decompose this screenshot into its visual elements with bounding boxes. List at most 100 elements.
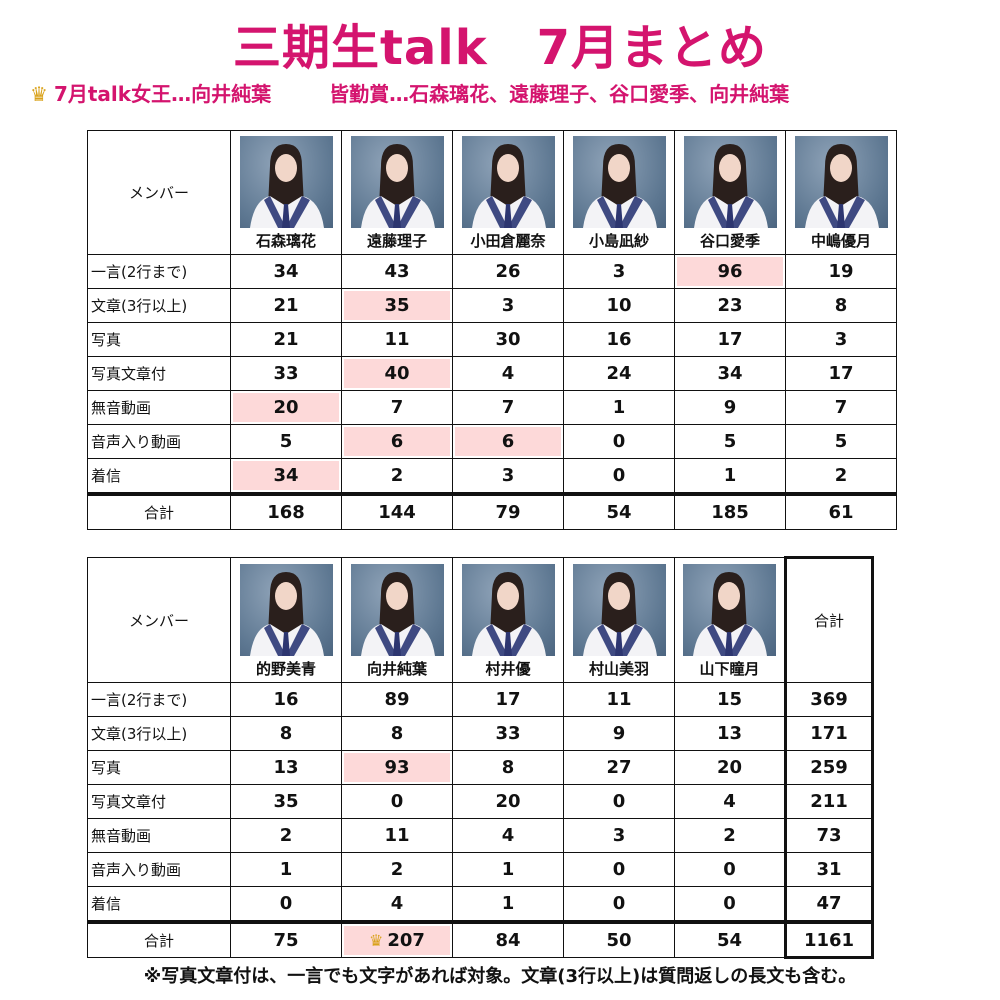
cell-value: 0: [612, 465, 626, 486]
member-name: 遠藤理子: [366, 232, 427, 250]
table-cell: 2: [341, 852, 453, 887]
table-cell: 93: [341, 750, 453, 785]
table-cell: 40: [341, 356, 453, 391]
table-cell: 17: [674, 322, 786, 357]
member-total: 79: [452, 492, 564, 530]
table-cell: 8: [452, 750, 564, 785]
table-cell: 13: [674, 716, 786, 751]
total-value: 54: [675, 924, 784, 957]
subtitle: ♛ 7月talk女王…向井純葉 皆勤賞…石森璃花、遠藤理子、谷口愛季、向井純葉: [30, 78, 789, 107]
table-cell: 2: [674, 818, 786, 853]
row-total: 73: [784, 818, 874, 853]
cell-value: 2: [834, 465, 848, 486]
total-value: 79: [453, 496, 563, 529]
total-value: 185: [675, 496, 785, 529]
table-cell: 4: [341, 886, 453, 923]
cell-value: 10: [606, 295, 632, 316]
cell-value: 21: [273, 329, 299, 350]
table-row: 文章(3行以上) 21 35 3 10 23 8: [87, 288, 897, 323]
cell-value: 35: [273, 791, 299, 812]
member-name: 向井純葉: [366, 660, 427, 678]
cell-value: 1: [723, 465, 737, 486]
row-label: 無音動画: [87, 818, 231, 853]
total-number: 61: [828, 502, 854, 523]
table-cell: 20: [674, 750, 786, 785]
perfect-attendance: 皆勤賞…石森璃花、遠藤理子、谷口愛季、向井純葉: [329, 82, 790, 106]
table-cell: 1: [563, 390, 675, 425]
table-cell: 17: [452, 682, 564, 717]
cell-value: 16: [273, 689, 299, 710]
total-label: 合計: [87, 492, 231, 530]
table-cell: 4: [452, 356, 564, 391]
member-total: ♛ 207: [341, 920, 453, 958]
cell-value: 13: [273, 757, 299, 778]
table-cell: 11: [341, 818, 453, 853]
row-total: 31: [784, 852, 874, 887]
row-label: 写真: [87, 750, 231, 785]
cell-value: 17: [717, 329, 743, 350]
table-cell: 4: [452, 818, 564, 853]
table-cell: 8: [230, 716, 342, 751]
total-value: 84: [453, 924, 563, 957]
cell-value: 3: [612, 261, 626, 282]
member-photo: [572, 136, 666, 228]
table-row: 無音動画 2 11 4 3 2 73: [87, 818, 874, 853]
member-photo: [461, 136, 555, 228]
table-cell: 9: [674, 390, 786, 425]
row-label: 着信: [87, 886, 231, 923]
table-cell: 30: [452, 322, 564, 357]
table-cell: 13: [230, 750, 342, 785]
table-cell: 0: [563, 852, 675, 887]
table-cell: 3: [452, 288, 564, 323]
member-photo: [461, 564, 555, 656]
table-row: 写真文章付 35 0 20 0 4 211: [87, 784, 874, 819]
member-header: メンバー: [87, 130, 231, 255]
header-row: メンバー 的野美青 向井純葉 村井優 村山美羽 山下瞳月 合計: [87, 556, 874, 683]
table-row: 一言(2行まで) 16 89 17 11 15 369: [87, 682, 874, 717]
cell-value: 7: [501, 397, 515, 418]
member-column-header: 中嶋優月: [785, 130, 897, 255]
cell-value: 4: [723, 791, 736, 812]
crown-icon: ♛: [369, 931, 384, 950]
member-total: 61: [785, 492, 897, 530]
table-cell: 5: [230, 424, 342, 459]
table-row: 音声入り動画 1 2 1 0 0 31: [87, 852, 874, 887]
cell-value: 8: [501, 757, 515, 778]
member-column-header: 向井純葉: [341, 557, 453, 683]
member-total: 84: [452, 920, 564, 958]
total-number: 207: [387, 930, 425, 951]
member-photo: [350, 564, 444, 656]
cell-value: 11: [384, 329, 410, 350]
member-total: 54: [674, 920, 786, 958]
cell-value: 8: [390, 723, 404, 744]
table-cell: 26: [452, 254, 564, 289]
member-total: 144: [341, 492, 453, 530]
table-cell: 0: [563, 886, 675, 923]
highlighted-value: 34: [233, 461, 339, 490]
cell-value: 4: [501, 363, 515, 384]
cell-value: 33: [273, 363, 299, 384]
member-total: 168: [230, 492, 342, 530]
member-name: 的野美青: [255, 660, 316, 678]
cell-value: 7: [834, 397, 848, 418]
highlighted-value: 6: [344, 427, 450, 456]
table-cell: 0: [341, 784, 453, 819]
member-name: 小田倉麗奈: [470, 232, 546, 250]
member-name: 中嶋優月: [810, 232, 871, 250]
table-cell: 8: [341, 716, 453, 751]
table-cell: 89: [341, 682, 453, 717]
header-row: メンバー 石森璃花 遠藤理子 小田倉麗奈 小島凪紗 谷口愛季 中嶋優月: [87, 130, 897, 255]
cell-value: 1: [501, 893, 515, 914]
member-column-header: 村井優: [452, 557, 564, 683]
table-cell: 0: [230, 886, 342, 923]
total-number: 144: [378, 502, 416, 523]
member-photo: [350, 136, 444, 228]
cell-value: 7: [390, 397, 404, 418]
cell-value: 27: [606, 757, 632, 778]
table-row: 文章(3行以上) 8 8 33 9 13 171: [87, 716, 874, 751]
cell-value: 16: [606, 329, 632, 350]
table-cell: 35: [230, 784, 342, 819]
cell-value: 4: [390, 893, 404, 914]
cell-value: 34: [273, 261, 299, 282]
member-column-header: 遠藤理子: [341, 130, 453, 255]
